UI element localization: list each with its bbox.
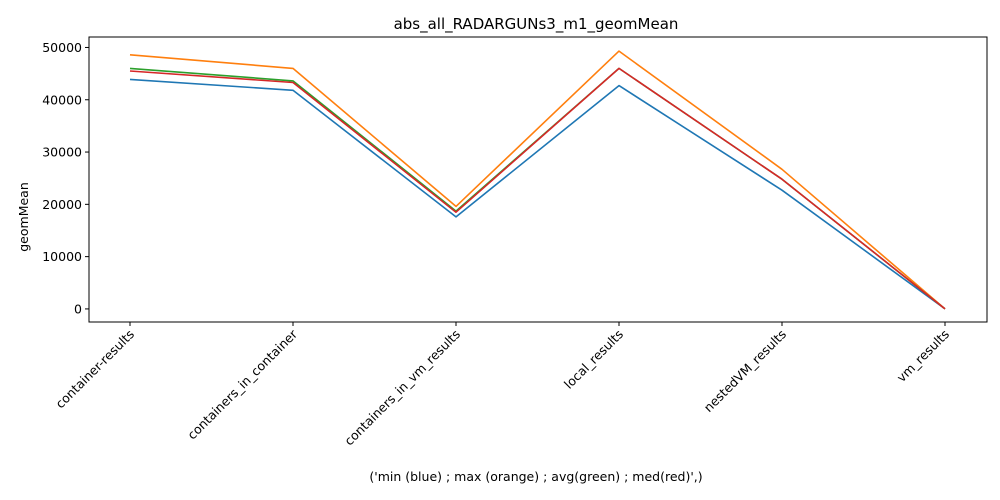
plot-frame bbox=[88, 36, 988, 323]
chart-title: abs_all_RADARGUNs3_m1_geomMean bbox=[394, 15, 679, 34]
y-tick-label: 20000 bbox=[42, 197, 82, 212]
y-tick-label: 10000 bbox=[42, 249, 82, 264]
y-tick-label: 50000 bbox=[42, 40, 82, 55]
y-tick-label: 0 bbox=[74, 301, 82, 316]
y-tick-label: 30000 bbox=[42, 145, 82, 160]
series-line-1 bbox=[129, 50, 946, 310]
series-line-3 bbox=[129, 67, 946, 310]
x-axis-label: ('min (blue) ; max (orange) ; avg(green)… bbox=[369, 469, 702, 484]
y-tick-label: 40000 bbox=[42, 92, 82, 107]
series-line-0 bbox=[129, 78, 946, 310]
y-axis-label: geomMean bbox=[16, 182, 31, 252]
